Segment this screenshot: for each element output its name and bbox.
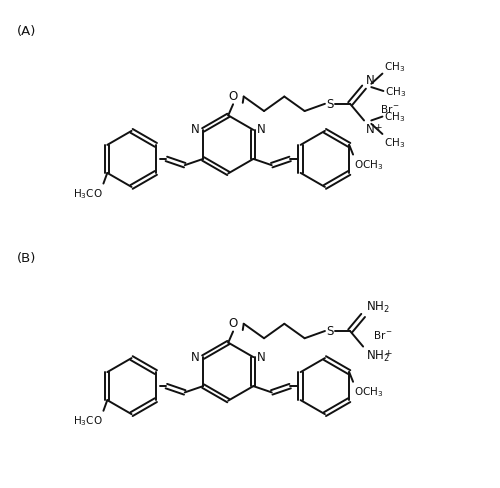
Text: CH$_3$: CH$_3$ [384,60,405,74]
Text: (B): (B) [17,251,36,264]
Text: +: + [384,348,392,357]
Text: N: N [191,123,200,136]
Text: +: + [374,122,381,132]
Text: H$_3$CO: H$_3$CO [73,187,102,201]
Text: N: N [366,122,374,136]
Text: NH$_2$: NH$_2$ [366,299,390,314]
Text: Br$^-$: Br$^-$ [374,328,394,340]
Text: N: N [366,74,374,86]
Text: CH$_3$: CH$_3$ [384,110,405,124]
Text: OCH$_3$: OCH$_3$ [354,158,384,171]
Text: H$_3$CO: H$_3$CO [73,414,102,427]
Text: NH$_2$: NH$_2$ [366,348,390,364]
Text: CH$_3$: CH$_3$ [385,85,406,99]
Text: S: S [326,98,334,111]
Text: OCH$_3$: OCH$_3$ [354,385,384,398]
Text: N: N [256,350,266,363]
Text: O: O [228,316,237,329]
Text: S: S [326,325,334,337]
Text: N: N [256,123,266,136]
Text: O: O [228,90,237,102]
Text: CH$_3$: CH$_3$ [384,136,405,149]
Text: (A): (A) [17,24,36,38]
Text: Br$^-$: Br$^-$ [380,102,400,114]
Text: N: N [191,350,200,363]
